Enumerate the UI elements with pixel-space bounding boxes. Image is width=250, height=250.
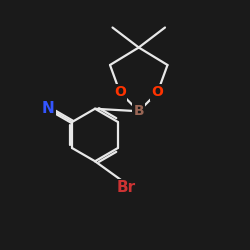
Text: O: O	[114, 86, 126, 100]
Text: B: B	[134, 104, 144, 118]
Text: O: O	[152, 86, 164, 100]
Text: Br: Br	[117, 180, 136, 195]
Text: N: N	[42, 101, 55, 116]
